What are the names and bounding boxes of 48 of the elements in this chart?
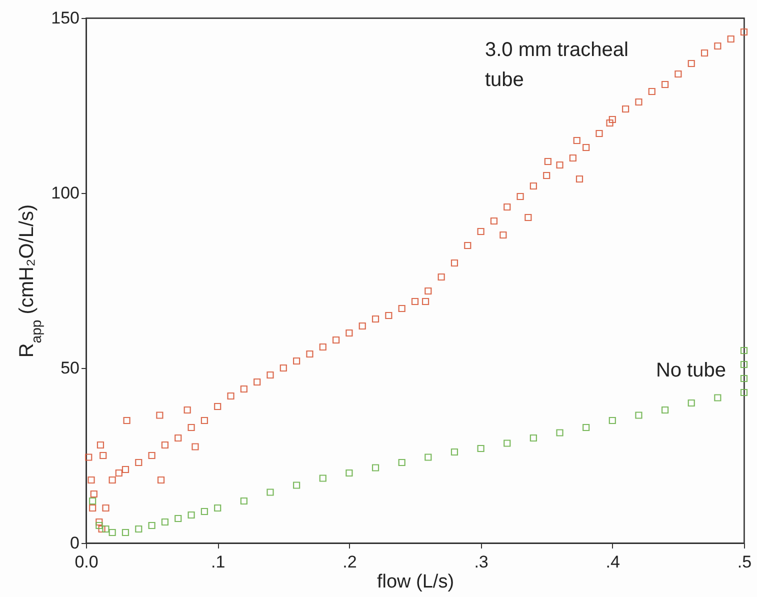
point — [688, 399, 695, 407]
point — [450, 448, 458, 456]
point — [740, 360, 748, 368]
point — [96, 522, 103, 530]
x-tick-label: .1 — [211, 552, 226, 572]
x-tick-label: .5 — [737, 552, 752, 572]
x-tick-label: .2 — [342, 552, 357, 572]
point — [200, 508, 208, 516]
point — [293, 482, 300, 489]
y-tick-label: 100 — [51, 184, 80, 202]
x-axis-title: flow (L/s) — [376, 572, 454, 592]
y-tick-label: 0 — [70, 534, 80, 552]
point — [635, 412, 642, 419]
series-label: 3.0 mm tracheal tube — [485, 39, 628, 91]
point — [398, 458, 406, 466]
point — [135, 525, 142, 533]
x-tick-label: 0.0 — [74, 552, 98, 572]
point — [240, 497, 248, 505]
point — [661, 406, 669, 414]
y-tick-label: 50 — [60, 358, 80, 378]
point — [102, 525, 110, 533]
point — [714, 394, 722, 402]
point — [108, 528, 116, 536]
point — [319, 474, 326, 482]
point — [89, 497, 96, 505]
point — [188, 511, 195, 519]
series-label: No tube — [656, 360, 726, 382]
point — [266, 488, 274, 496]
point — [477, 444, 484, 452]
point — [740, 346, 748, 354]
point — [161, 518, 169, 526]
point — [372, 464, 380, 472]
x-tick-label: .4 — [606, 552, 620, 572]
point — [174, 514, 182, 522]
point — [740, 374, 748, 382]
point — [582, 424, 590, 432]
point — [504, 440, 511, 447]
point — [148, 522, 156, 530]
point — [556, 429, 564, 436]
point — [122, 528, 130, 536]
point — [530, 434, 537, 442]
point — [424, 454, 432, 461]
x-tick-label: .3 — [474, 552, 488, 572]
point — [608, 416, 616, 424]
point — [740, 388, 748, 396]
point — [214, 504, 222, 512]
point — [346, 469, 353, 477]
y-tick-label: 150 — [51, 8, 80, 28]
